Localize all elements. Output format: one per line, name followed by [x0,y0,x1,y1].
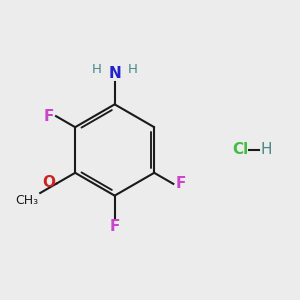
Text: CH₃: CH₃ [16,194,39,208]
Text: F: F [43,109,54,124]
Text: Cl: Cl [232,142,249,158]
Text: H: H [128,63,138,76]
Text: H: H [260,142,272,158]
Text: F: F [110,220,120,235]
Text: H: H [92,63,101,76]
Text: F: F [176,176,186,191]
Text: N: N [108,66,121,81]
Text: O: O [42,175,55,190]
